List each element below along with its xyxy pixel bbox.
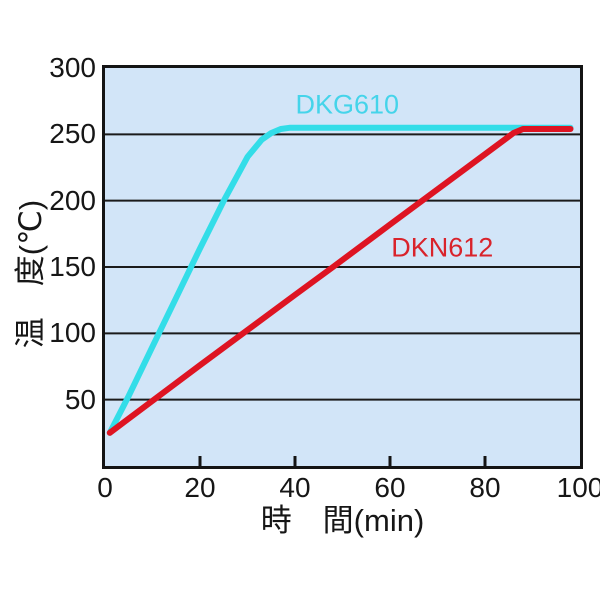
x-tick-label-100: 100: [556, 472, 600, 503]
x-axis-title: 時 間(min): [260, 503, 425, 538]
series-line-dkn612: [106, 126, 574, 436]
y-tick-label-250: 250: [49, 118, 96, 150]
series-line-dkg610: [106, 124, 574, 436]
x-tick-label-40: 40: [279, 472, 311, 503]
series-label-dkg610: DKG610: [295, 89, 400, 120]
y-tick-label-200: 200: [49, 184, 96, 216]
series-label-dkn612: DKN612: [391, 232, 494, 263]
x-tick-label-80: 80: [469, 472, 501, 503]
y-tick-label-150: 150: [49, 251, 96, 282]
y-tick-label-100: 100: [49, 317, 96, 349]
y-tick-label-300: 300: [49, 52, 96, 83]
x-tick-label-0: 0: [97, 472, 113, 503]
x-tick-label-60: 60: [374, 472, 406, 503]
x-tick-label-20: 20: [184, 472, 216, 503]
plot-canvas: [105, 124, 580, 466]
y-tick-label-50: 50: [64, 383, 96, 415]
